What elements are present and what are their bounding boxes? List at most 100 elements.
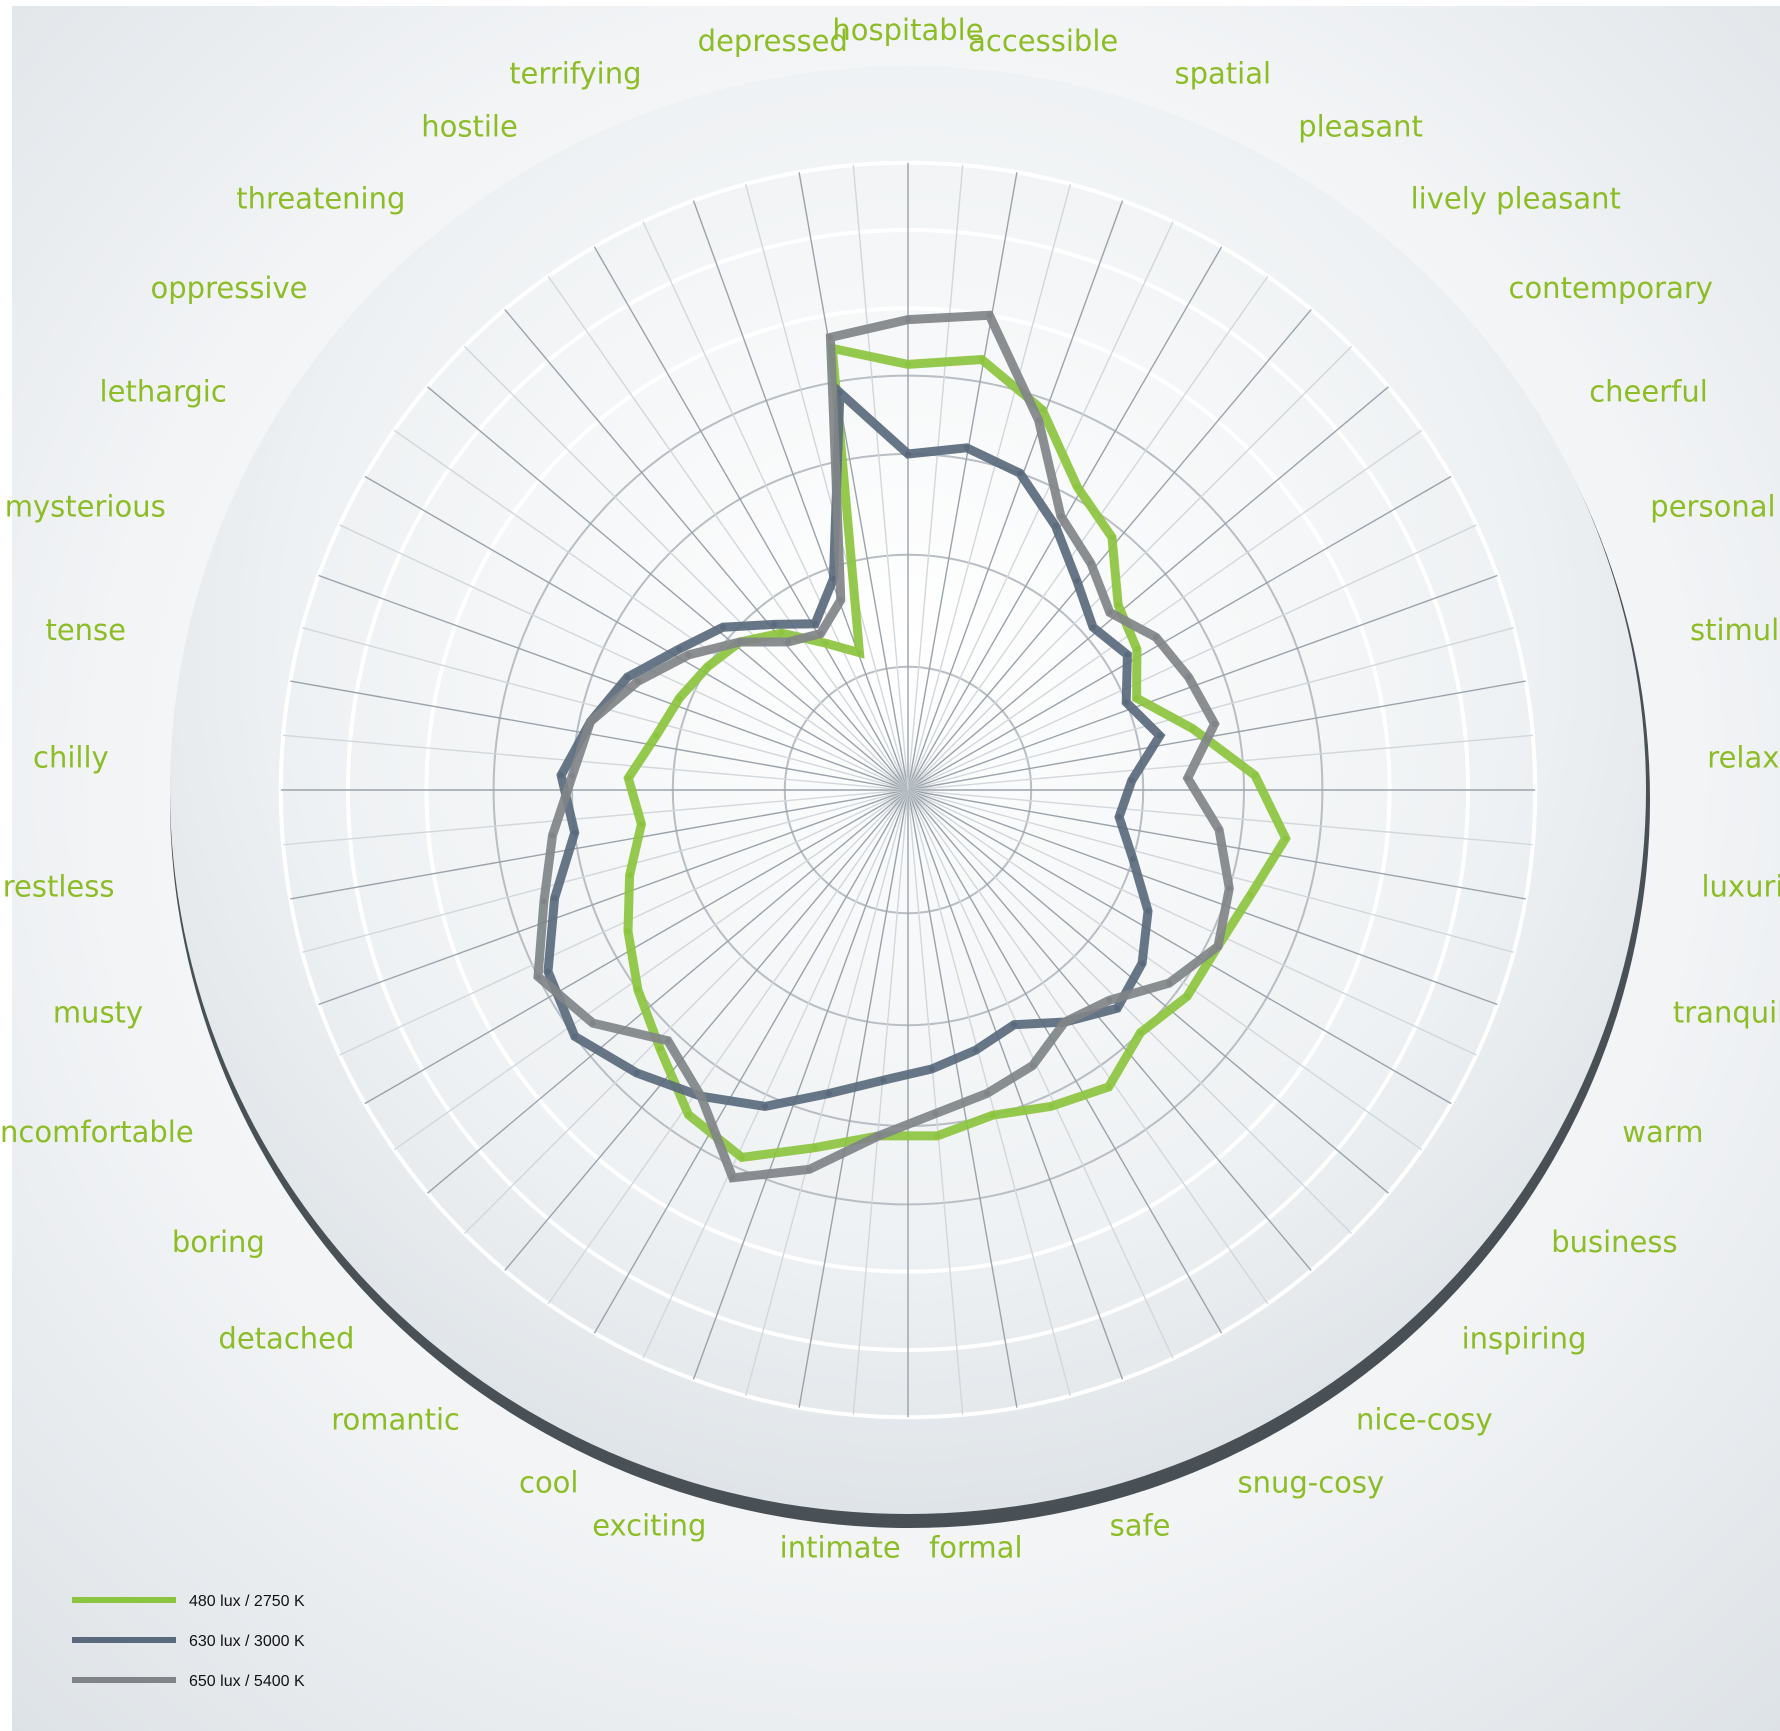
grid-spoke <box>593 789 909 1334</box>
data-point <box>1133 646 1140 653</box>
data-point <box>856 649 863 656</box>
data-point <box>638 821 645 828</box>
category-label: lively pleasant <box>1411 182 1621 216</box>
grid-spoke <box>642 789 909 1359</box>
data-point <box>1090 624 1096 631</box>
grid-spoke <box>907 789 1452 1105</box>
data-point <box>540 898 547 905</box>
grid-spoke <box>364 475 909 791</box>
data-point <box>1184 993 1191 1000</box>
data-point <box>535 973 541 980</box>
series-line <box>543 382 1166 1111</box>
data-point <box>830 575 837 582</box>
grid-spoke <box>692 200 909 791</box>
category-label: spatial <box>1175 56 1272 90</box>
grid-spoke <box>744 183 909 791</box>
data-point <box>1139 960 1146 967</box>
category-label: tranquil <box>1673 996 1780 1030</box>
grid-spoke <box>798 172 909 791</box>
grid-spoke <box>907 789 1515 954</box>
data-point <box>1016 470 1023 477</box>
grid-spoke <box>907 789 1174 1359</box>
data-point <box>545 968 551 975</box>
grid-spoke <box>593 246 909 791</box>
category-label: contemporary <box>1509 271 1713 305</box>
data-point <box>817 630 824 637</box>
data-point <box>1052 523 1059 529</box>
data-point <box>1184 775 1191 782</box>
data-point <box>1114 1005 1121 1012</box>
data-point <box>569 772 576 779</box>
grid-spoke <box>907 789 1223 1334</box>
grid-spoke <box>907 200 1124 791</box>
category-label: musty <box>53 996 143 1030</box>
grid-spoke <box>907 789 1312 1271</box>
legend-item: 650 lux / 5400 K <box>72 1673 305 1690</box>
grid-spoke <box>504 789 909 1271</box>
grid-spoke <box>642 221 909 791</box>
grid-spoke <box>339 524 909 791</box>
data-point <box>1105 1083 1112 1090</box>
legend-item: 630 lux / 3000 K <box>72 1633 305 1650</box>
data-point <box>720 624 726 631</box>
data-point <box>738 1154 745 1161</box>
data-point <box>1133 695 1140 702</box>
data-point <box>1226 885 1233 892</box>
data-point <box>1166 980 1173 987</box>
category-label: uncomfortable <box>0 1115 194 1149</box>
category-label: chilly <box>33 741 109 775</box>
data-point <box>1115 602 1122 608</box>
category-label: depressed <box>698 24 848 58</box>
data-point <box>685 1111 692 1118</box>
data-point <box>1153 634 1159 641</box>
grid-spoke <box>692 789 909 1380</box>
data-point <box>1029 1062 1036 1069</box>
category-label: intimate <box>780 1530 901 1564</box>
category-label: inspiring <box>1462 1322 1587 1356</box>
category-label: snug-cosy <box>1238 1466 1385 1500</box>
series-line <box>533 310 1234 1183</box>
data-point <box>1048 1103 1054 1110</box>
grid-spoke <box>301 789 909 954</box>
category-label: cheerful <box>1589 375 1708 409</box>
grid-spoke <box>318 789 909 1006</box>
data-point <box>984 1090 990 1097</box>
grid-spoke <box>907 789 1352 1234</box>
category-label: threatening <box>236 182 405 216</box>
data-point <box>1128 777 1135 784</box>
data-point <box>1074 483 1081 490</box>
data-point <box>685 651 692 658</box>
grid-spoke <box>798 789 909 1408</box>
data-point <box>1156 732 1163 739</box>
data-point <box>698 1093 704 1100</box>
category-label: business <box>1551 1225 1677 1259</box>
grid-spoke <box>907 789 1423 1151</box>
grid-spoke <box>852 165 909 791</box>
grid-spoke <box>504 309 909 791</box>
data-point <box>1211 720 1218 727</box>
category-label: mysterious <box>5 490 166 524</box>
data-point <box>624 674 631 681</box>
data-point <box>1145 908 1151 914</box>
category-label: boring <box>172 1225 265 1259</box>
category-label: romantic <box>331 1403 460 1437</box>
category-label: stimulat <box>1690 613 1780 647</box>
data-point <box>1185 674 1192 681</box>
grid-spoke <box>283 734 909 791</box>
grid-spoke <box>907 789 1526 900</box>
data-point <box>1109 534 1115 541</box>
grid-spoke <box>907 789 1477 1056</box>
data-point <box>1106 609 1113 616</box>
data-point <box>1129 855 1136 862</box>
data-point <box>778 630 785 637</box>
data-point <box>837 596 844 603</box>
category-label: nice-cosy <box>1356 1403 1493 1437</box>
data-point <box>806 1166 813 1173</box>
data-point <box>905 361 911 368</box>
data-point <box>875 1132 882 1139</box>
category-label: hospitable <box>832 13 983 47</box>
data-point <box>676 695 683 702</box>
data-point <box>549 832 556 839</box>
data-point <box>812 620 819 627</box>
